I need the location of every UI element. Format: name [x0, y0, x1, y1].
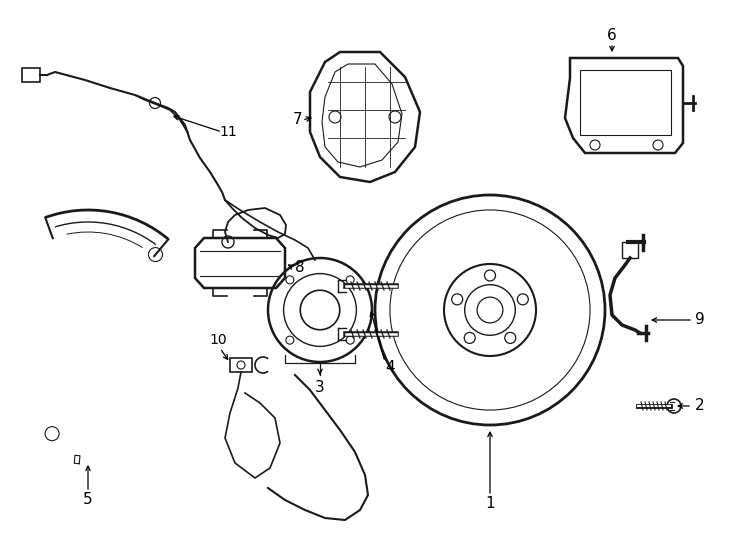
Text: 11: 11: [219, 125, 237, 139]
Text: 7: 7: [293, 112, 303, 127]
Text: 4: 4: [385, 361, 395, 375]
Text: 6: 6: [607, 28, 617, 43]
Text: 8: 8: [295, 260, 305, 275]
Text: 5: 5: [83, 492, 92, 508]
Text: 3: 3: [315, 381, 325, 395]
Text: 10: 10: [209, 333, 227, 347]
Text: 2: 2: [695, 399, 705, 414]
Text: 1: 1: [485, 496, 495, 511]
Text: 9: 9: [695, 313, 705, 327]
